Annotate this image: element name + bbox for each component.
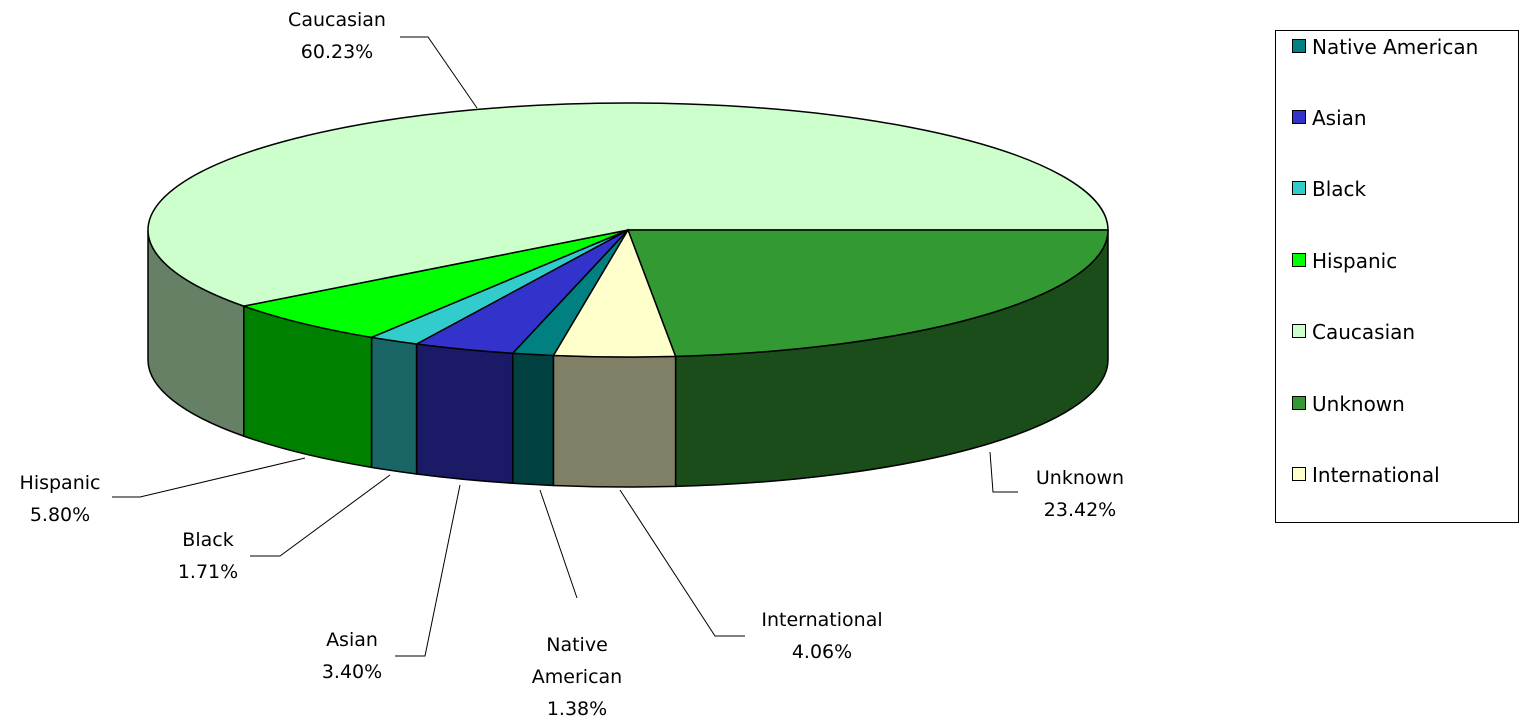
legend-swatch xyxy=(1292,324,1306,338)
leader-line xyxy=(112,457,306,498)
pie-side xyxy=(370,336,418,475)
legend-swatch xyxy=(1292,110,1306,124)
legend-item: Black xyxy=(1292,173,1482,205)
pie-side xyxy=(552,354,677,488)
leader-line xyxy=(989,451,1018,493)
data-label: Caucasian 60.23% xyxy=(267,4,407,68)
data-label: Black 1.71% xyxy=(148,524,268,588)
legend-swatch xyxy=(1292,467,1306,481)
data-label: Unknown 23.42% xyxy=(1010,462,1150,526)
legend-item: Hispanic xyxy=(1292,245,1482,277)
pie-side xyxy=(511,352,555,487)
label-value: 3.40% xyxy=(321,661,383,683)
label-value: 4.06% xyxy=(791,641,853,663)
data-label: Hispanic 5.80% xyxy=(0,467,120,531)
legend-label: Asian xyxy=(1312,106,1367,130)
legend-swatch xyxy=(1292,181,1306,195)
legend-item: Caucasian xyxy=(1292,316,1482,348)
data-label: International 4.06% xyxy=(737,604,907,668)
pie-slice xyxy=(147,102,1109,307)
legend-label: Unknown xyxy=(1312,392,1405,416)
label-name: International xyxy=(761,609,883,631)
legend-label: Hispanic xyxy=(1312,249,1398,273)
leader-line xyxy=(250,474,391,557)
legend-swatch xyxy=(1292,39,1306,53)
pie-slice xyxy=(240,229,629,339)
pie-side xyxy=(415,343,514,485)
data-label: Native American 1.38% xyxy=(522,629,632,725)
legend-label: Caucasian xyxy=(1312,320,1416,344)
label-name: Unknown xyxy=(1035,467,1125,489)
legend-swatch xyxy=(1292,396,1306,410)
data-label: Asian 3.40% xyxy=(292,624,412,688)
pie-slice xyxy=(626,229,1109,358)
label-name: Asian xyxy=(326,629,378,651)
label-name: Black xyxy=(182,529,234,551)
legend-item: International xyxy=(1292,459,1482,491)
pie-slice xyxy=(552,228,677,358)
legend-item: Unknown xyxy=(1292,388,1482,420)
label-name: Hispanic xyxy=(19,472,101,494)
legend-label: Native American xyxy=(1312,35,1479,59)
label-value: 60.23% xyxy=(300,41,374,63)
legend-label: International xyxy=(1312,463,1440,487)
legend-swatch xyxy=(1292,253,1306,267)
legend-item: Native American xyxy=(1292,31,1482,63)
leader-line xyxy=(539,489,578,599)
leader-line xyxy=(395,484,461,657)
leader-line xyxy=(619,489,745,637)
label-value: 1.38% xyxy=(546,698,608,720)
label-name: Native American xyxy=(531,634,623,688)
legend: Native American Asian Black Hispanic Caucasi… xyxy=(1275,30,1519,523)
leader-line xyxy=(400,36,478,109)
label-value: 23.42% xyxy=(1043,499,1117,521)
label-value: 1.71% xyxy=(177,561,239,583)
legend-item: Asian xyxy=(1292,102,1482,134)
label-value: 5.80% xyxy=(29,504,91,526)
label-name: Caucasian xyxy=(288,9,386,31)
legend-label: Black xyxy=(1312,177,1367,201)
